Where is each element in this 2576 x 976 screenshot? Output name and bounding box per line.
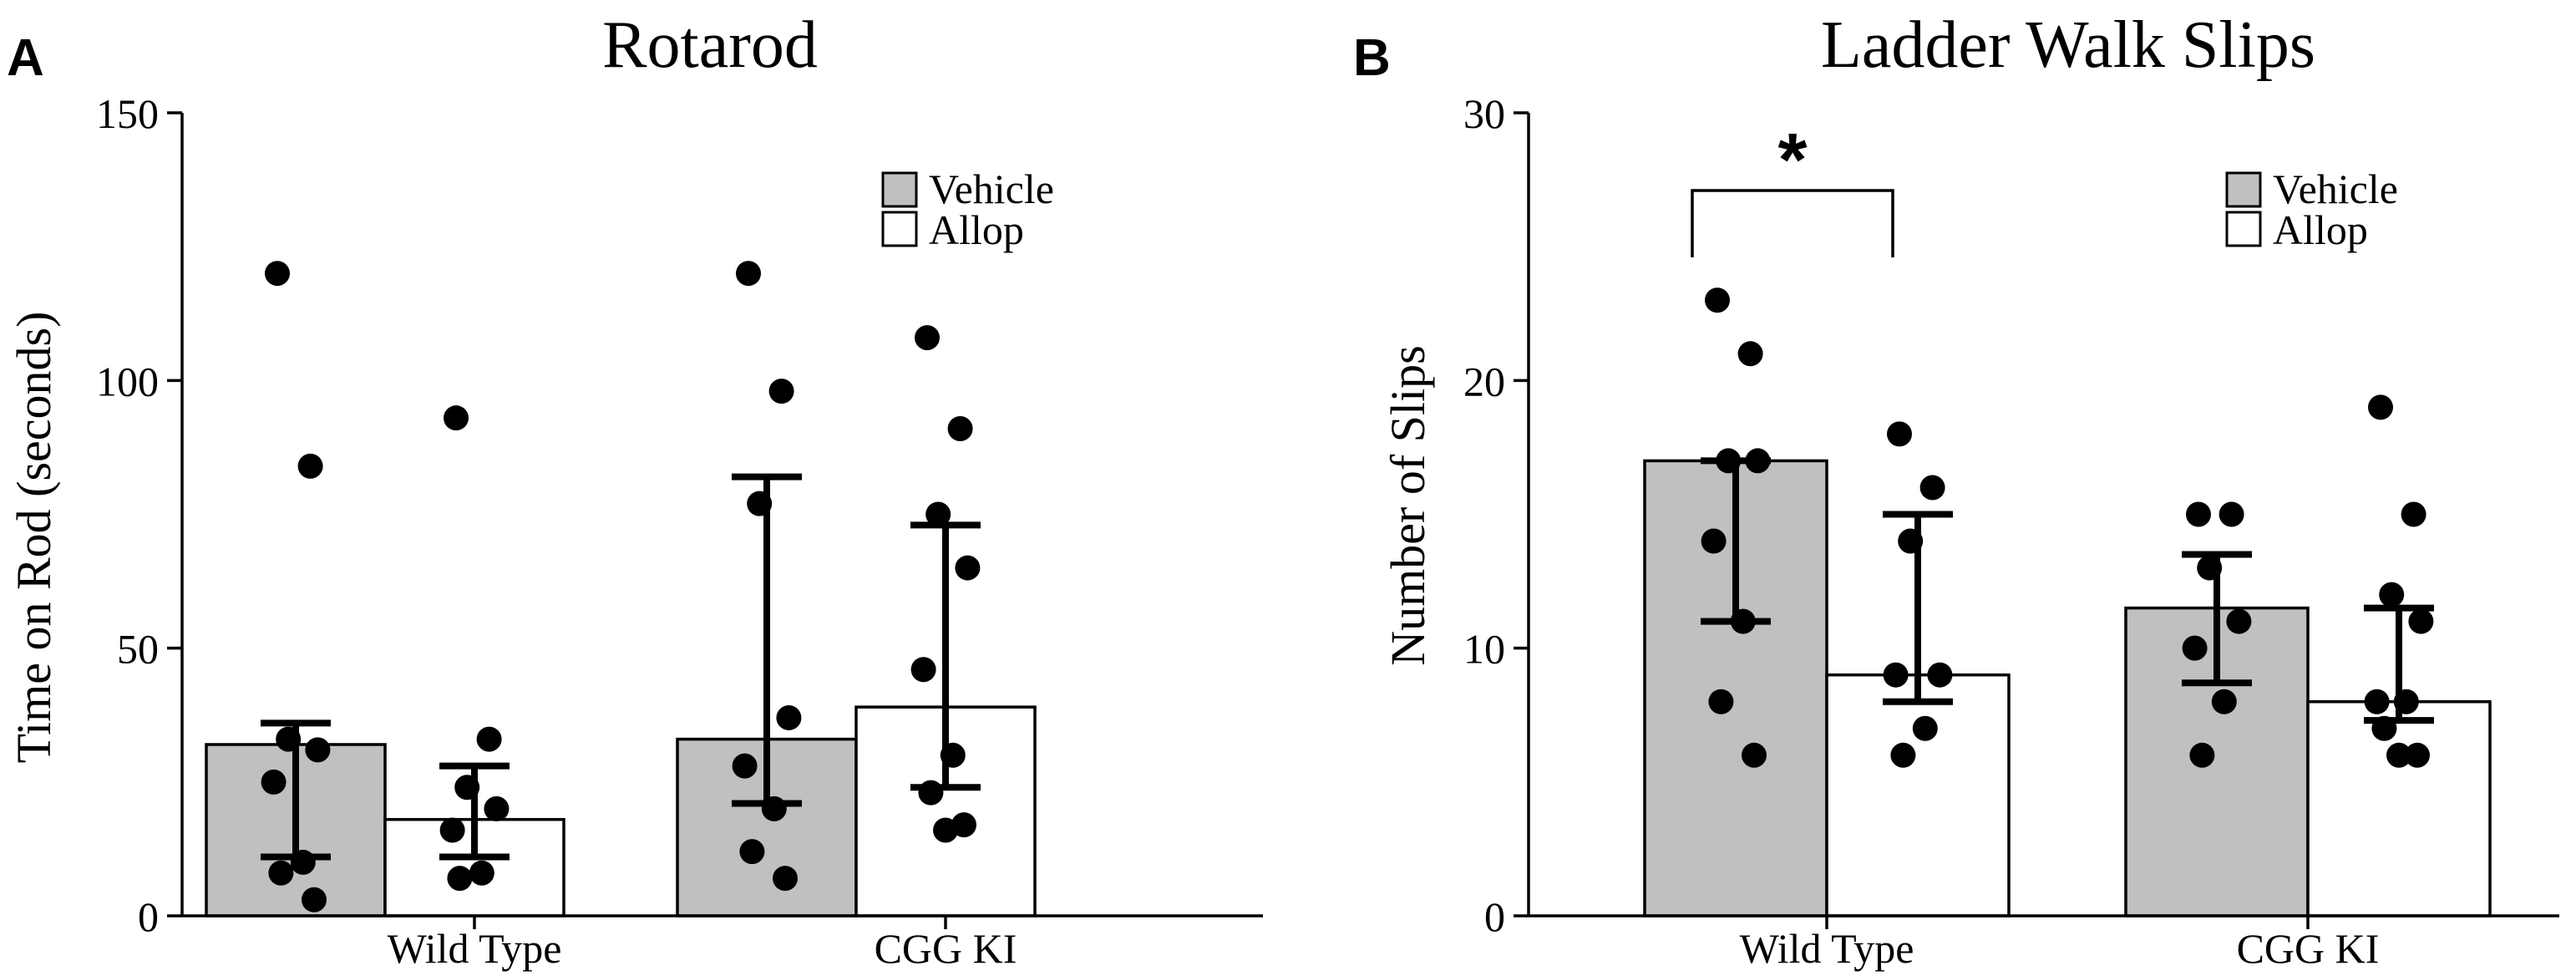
panel-a-y-axis-label: Time on Rod (seconds) [7,312,61,764]
data-point [1701,528,1727,554]
panel-a-title: Rotarod [602,8,818,82]
legend-swatch-vehicle [2225,171,2262,208]
data-point [933,817,958,843]
data-point [1708,689,1734,714]
panel-b-axes [1527,113,2559,918]
data-point [2368,394,2393,420]
data-point [1912,715,1938,741]
data-point [776,704,802,730]
panel-a-axes [180,113,1263,918]
panel-b: B Ladder Walk Slips Number of Slips 0 10 2… [1353,8,2559,972]
data-point [918,780,944,806]
data-point [925,501,951,527]
data-point [1887,421,1912,447]
y-tick-label: 0 [138,893,159,940]
panel-b-x-tick-labels: Wild Type CGG KI [1740,916,2380,972]
data-point [915,325,940,351]
data-point [447,866,473,892]
panel-a: A Rotarod Time on Rod (seconds) 0 50 100 15… [7,8,1263,972]
bar-allop [1825,673,2011,918]
panel-b-error-bars [1701,457,2434,724]
legend-label-vehicle: Vehicle [2273,165,2398,212]
data-point [1705,287,1730,313]
data-point [469,860,494,886]
x-tick-label: CGG KI [875,925,1017,972]
data-point [1883,662,1909,688]
bar-allop [2306,699,2492,918]
panel-a-bars [205,705,1037,918]
data-point [305,737,331,763]
data-point [2364,689,2390,714]
y-tick-label: 10 [1463,626,1505,673]
panel-b-title: Ladder Walk Slips [1821,8,2315,82]
data-point [773,866,798,892]
panel-b-significance: * [1691,119,1894,257]
data-point [2211,689,2237,714]
data-point [2401,501,2426,527]
data-point [2408,608,2434,634]
data-point [261,769,287,795]
data-point [439,817,465,843]
data-point [768,379,794,404]
significance-bracket [1691,189,1894,257]
legend-swatch-allop [2225,211,2262,247]
y-tick-label: 50 [117,626,159,673]
data-point [1919,475,1945,501]
data-point [297,453,323,479]
panel-a-label: A [7,29,44,87]
panel-b-points [1701,287,2434,768]
panel-b-y-ticks: 0 10 20 30 [1463,90,1529,940]
data-point [910,657,936,683]
data-point [1737,341,1763,367]
y-tick-label: 150 [96,90,159,137]
significance-star: * [1777,119,1807,202]
data-point [2405,742,2430,768]
panel-b-legend: Vehicle Allop [2225,165,2398,253]
data-point [732,753,758,779]
data-point [302,887,327,912]
data-point [739,839,765,865]
legend-swatch-allop [881,211,918,247]
data-point [947,415,973,441]
legend-swatch-vehicle [881,171,918,208]
data-point [1927,662,1953,688]
panel-a-y-ticks: 0 50 100 150 [96,90,182,940]
data-point [1890,742,1916,768]
y-tick-label: 0 [1484,893,1505,940]
data-point [955,555,981,581]
data-point [268,860,294,886]
x-tick-label: Wild Type [1740,925,1914,972]
data-point [1742,742,1767,768]
panel-a-x-tick-labels: Wild Type CGG KI [388,916,1017,972]
data-point [2379,582,2405,607]
x-tick-label: CGG KI [2237,925,2380,972]
panel-b-label: B [1353,29,1391,87]
panel-b-bars [1643,459,2492,918]
data-point [484,796,510,821]
legend-label-allop: Allop [929,206,1024,253]
data-point [2226,608,2252,634]
data-point [2219,501,2244,527]
x-tick-label: Wild Type [388,925,562,972]
panel-a-error-bars [261,473,981,861]
legend-label-allop: Allop [2273,206,2368,253]
y-tick-label: 30 [1463,90,1505,137]
data-point [476,726,502,752]
panel-a-legend: Vehicle Allop [881,165,1054,253]
data-point [444,405,469,431]
data-point [2182,635,2208,661]
data-point [2386,742,2411,768]
data-point [2189,742,2215,768]
data-point [265,261,290,287]
legend-label-vehicle: Vehicle [929,165,1054,212]
y-tick-label: 100 [96,358,159,404]
data-point [736,261,761,287]
data-point [2186,501,2211,527]
panel-b-y-axis-label: Number of Slips [1381,345,1435,665]
y-tick-label: 20 [1463,358,1505,404]
